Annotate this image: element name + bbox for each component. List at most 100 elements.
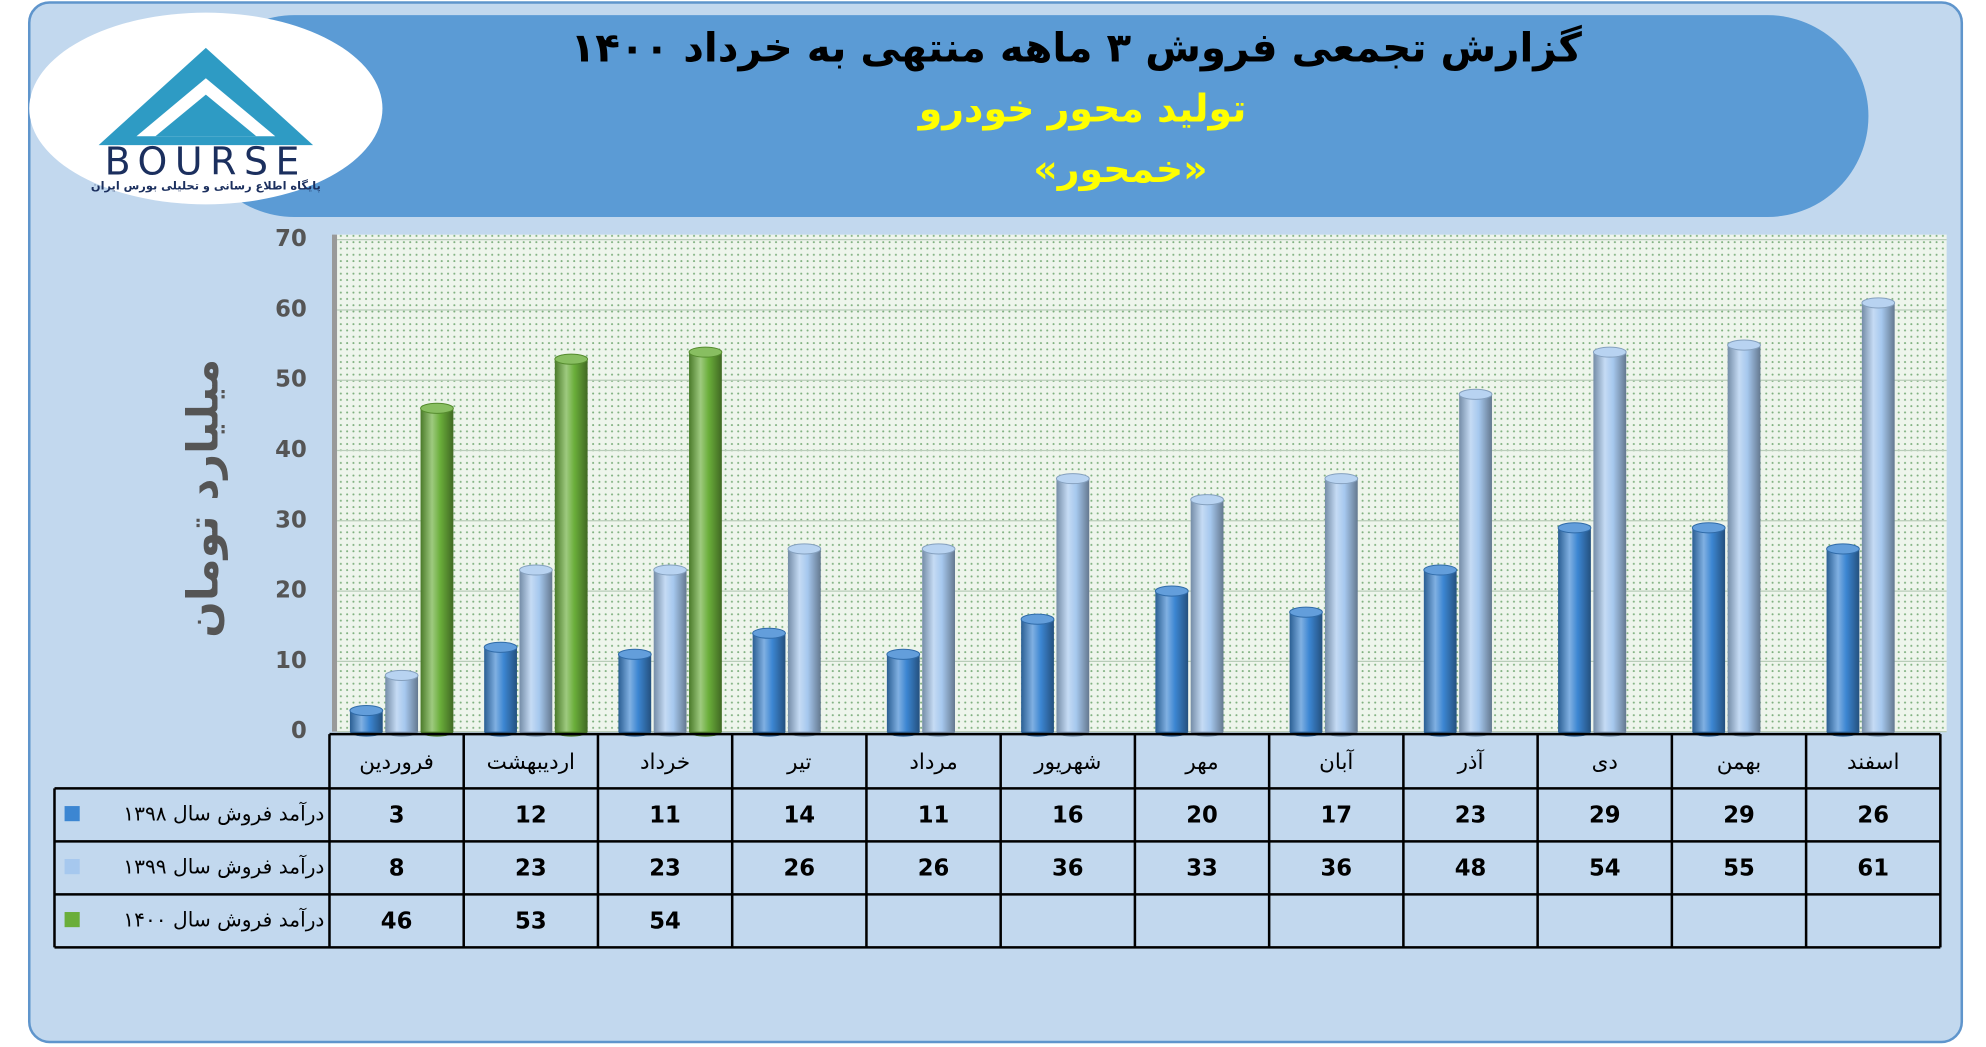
data-label: 54 (1589, 856, 1621, 882)
bar-top (1691, 522, 1726, 534)
data-label: 17 (1320, 803, 1352, 829)
y-tick-label: 30 (275, 507, 307, 533)
bar (1861, 302, 1895, 732)
y-tick-label: 40 (275, 437, 307, 463)
header-banner (193, 15, 1869, 217)
y-tick-label: 10 (275, 648, 307, 674)
legend-swatch (64, 859, 80, 875)
bar (1459, 394, 1492, 732)
y-tick-label: 70 (275, 226, 307, 252)
data-label: 11 (649, 803, 681, 829)
bar-top (921, 543, 956, 555)
bar (420, 408, 454, 732)
bar (1289, 612, 1323, 732)
bar-top (349, 705, 384, 717)
bar-top (1727, 339, 1761, 351)
bar (1190, 499, 1224, 732)
y-tick-label: 50 (275, 367, 307, 393)
bar-top (1190, 494, 1224, 506)
bar (1826, 548, 1860, 732)
bar-top (420, 402, 454, 414)
bar-top (1592, 346, 1627, 358)
bar-top (554, 353, 589, 365)
bar-top (1557, 522, 1592, 534)
data-label: 16 (1052, 803, 1084, 829)
bar (484, 647, 517, 732)
bar-top (1826, 543, 1860, 555)
bar (886, 654, 920, 732)
data-label: 55 (1723, 856, 1755, 882)
y-tick-label: 0 (291, 718, 307, 744)
x-tick-label: تیر (786, 750, 811, 775)
bar (1021, 619, 1054, 732)
x-tick-label: مهر (1184, 750, 1218, 775)
bar (385, 675, 419, 732)
logo-tagline: پایگاه اطلاع رسانی و تحلیلی بورس ایران (91, 179, 321, 193)
x-tick-label: اردیبهشت (487, 750, 575, 775)
legend-label: درآمد فروش سال ۱۳۹۹ (123, 853, 324, 878)
bar (1593, 352, 1627, 732)
data-label: 36 (1052, 856, 1084, 882)
chart-subtitle: «خمحور» (1033, 147, 1207, 191)
data-label: 48 (1455, 856, 1487, 882)
chart-title: گزارش تجمعی فروش ۳ ماهه منتهی به خرداد ۱… (571, 24, 1583, 71)
bar (519, 569, 553, 732)
bar-top (483, 641, 518, 653)
data-label: 12 (515, 803, 547, 829)
bar (1155, 591, 1189, 732)
bar (787, 548, 821, 732)
data-label: 26 (784, 856, 816, 882)
x-tick-label: فروردین (359, 750, 434, 775)
bar-top (518, 564, 553, 576)
bar-top (1055, 473, 1090, 485)
data-label: 26 (1857, 803, 1889, 829)
bar-top (384, 669, 419, 681)
bar-top (1154, 585, 1189, 597)
data-label: 20 (1186, 803, 1218, 829)
bar (1727, 345, 1761, 732)
bar (1692, 527, 1726, 732)
data-label: 14 (784, 803, 816, 829)
data-label: 61 (1857, 856, 1889, 882)
bar (689, 352, 722, 732)
data-label: 36 (1320, 856, 1352, 882)
y-axis-label: میلیارد تومان (178, 359, 228, 638)
bar-top (1458, 388, 1493, 400)
bar (1423, 569, 1457, 732)
bar-top (688, 346, 723, 358)
data-label: 23 (1455, 803, 1487, 829)
x-tick-label: خرداد (640, 750, 690, 775)
bar (1324, 478, 1358, 732)
bar-top (752, 627, 786, 639)
bar-top (617, 648, 652, 660)
bar-top (1289, 606, 1323, 618)
legend-label: درآمد فروش سال ۱۳۹۸ (123, 800, 324, 825)
data-label: 23 (515, 856, 547, 882)
bar-top (653, 564, 688, 576)
bar-top (1861, 297, 1896, 309)
bar (1558, 527, 1591, 732)
chart-subtitle: تولید محور خودرو (917, 87, 1247, 131)
plot-area (334, 234, 1947, 732)
bar (554, 359, 588, 732)
y-tick-label: 60 (275, 296, 307, 322)
bar-top (787, 543, 822, 555)
bar-top (1423, 564, 1458, 576)
bar-top (886, 648, 921, 660)
x-tick-label: مرداد (909, 750, 957, 775)
bar-top (1324, 473, 1359, 485)
data-label: 29 (1589, 803, 1621, 829)
bar-top (1020, 613, 1055, 625)
x-tick-label: اسفند (1847, 750, 1899, 775)
bar (922, 548, 955, 732)
data-label: 11 (918, 803, 950, 829)
x-tick-label: بهمن (1717, 750, 1762, 775)
legend-swatch (64, 806, 80, 822)
data-label: 29 (1723, 803, 1755, 829)
y-tick-label: 20 (275, 578, 307, 604)
legend-label: درآمد فروش سال ۱۴۰۰ (123, 906, 324, 931)
x-tick-label: شهریور (1033, 750, 1101, 775)
logo-mark (155, 94, 257, 137)
data-label: 8 (389, 856, 405, 882)
